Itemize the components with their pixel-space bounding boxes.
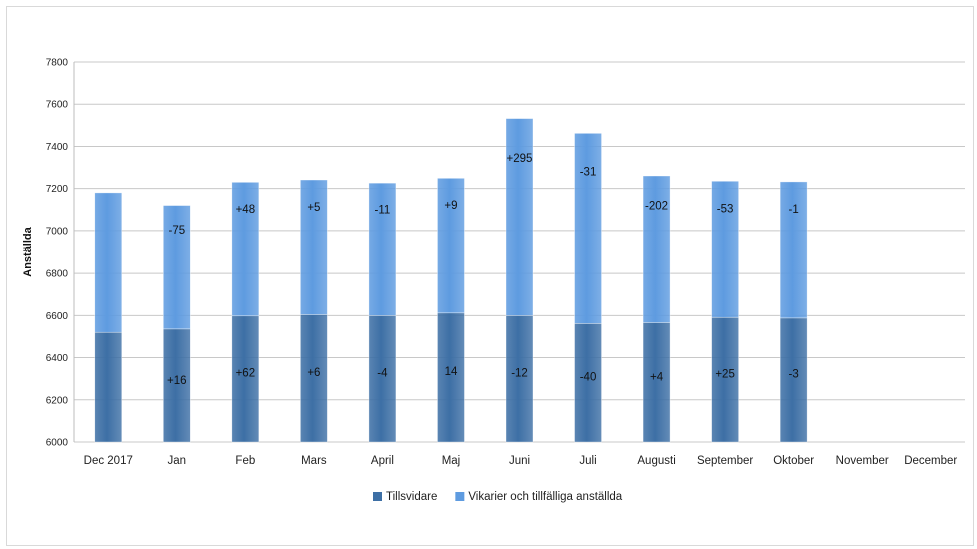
data-label: -3 <box>789 369 799 381</box>
x-category-label: Feb <box>235 455 255 467</box>
bar-tillsvidare <box>368 315 397 443</box>
data-label: +5 <box>307 202 320 214</box>
bar-vikarier <box>574 133 602 324</box>
bar-vikarier <box>163 205 191 330</box>
bar-tillsvidare <box>163 328 191 443</box>
x-category-label: December <box>904 455 957 467</box>
data-label: 14 <box>445 366 458 378</box>
y-tick-label: 7400 <box>46 142 69 153</box>
data-label: -53 <box>717 203 734 215</box>
bar-tillsvidare <box>231 315 260 443</box>
y-tick-label: 7600 <box>46 100 69 111</box>
legend-swatch <box>455 492 465 501</box>
x-category-label: Juni <box>509 455 530 467</box>
bar-tillsvidare <box>437 312 465 443</box>
legend-swatch <box>373 492 382 501</box>
bar-vikarier <box>300 179 328 315</box>
bar-vikarier <box>505 118 534 316</box>
x-category-label: November <box>836 455 889 467</box>
bar-tillsvidare <box>711 316 739 443</box>
y-axis-label: Anställda <box>22 226 34 276</box>
stacked-bar-chart: 6000 6200 6400 6600 6800 7000 7200 7400 7600 7800… <box>22 58 965 503</box>
legend: Tillsvidare Vikarier och tillfälliga anst… <box>373 491 623 503</box>
legend-label: Tillsvidare <box>386 491 437 503</box>
bar-tillsvidare <box>94 331 123 443</box>
bar-vikarier <box>642 175 671 323</box>
data-label: +25 <box>715 368 735 380</box>
x-category-label: Augusti <box>637 455 675 467</box>
data-label: +4 <box>650 371 664 383</box>
data-label: -1 <box>789 204 799 216</box>
y-tick-label: 6200 <box>46 395 69 406</box>
y-tick-label: 6000 <box>46 438 69 449</box>
data-label: +6 <box>307 367 320 379</box>
bar-vikarier <box>231 182 260 317</box>
bar-tillsvidare <box>779 317 808 443</box>
chart-frame: 6000 6200 6400 6600 6800 7000 7200 7400 7600 7800… <box>6 6 974 546</box>
bar-vikarier <box>711 180 739 318</box>
data-label: -12 <box>511 367 528 379</box>
data-label: -11 <box>375 205 391 217</box>
data-label: +62 <box>236 368 256 380</box>
y-tick-label: 6400 <box>46 353 69 364</box>
bar-vikarier <box>94 192 123 333</box>
x-category-label: Juli <box>579 455 596 467</box>
x-axis-categories: Dec 2017 Jan Feb Mars April Maj Juni Juli August… <box>84 455 958 467</box>
bar-vikarier <box>368 182 397 316</box>
data-label: +9 <box>444 200 457 212</box>
bar-tillsvidare <box>642 322 671 443</box>
bars <box>94 118 808 443</box>
data-label: -4 <box>377 367 388 379</box>
x-category-label: Jan <box>168 455 187 467</box>
data-label: -75 <box>168 225 185 237</box>
y-tick-label: 6800 <box>46 269 69 280</box>
data-label: -40 <box>580 372 597 384</box>
y-axis-ticks: 6000 6200 6400 6600 6800 7000 7200 7400 7600 7800 <box>46 58 69 449</box>
x-category-label: April <box>371 455 394 467</box>
y-tick-label: 7800 <box>46 58 69 69</box>
data-label: +295 <box>507 153 533 165</box>
legend-label: Vikarier och tillfälliga anställda <box>468 491 622 503</box>
data-label: +16 <box>167 375 187 387</box>
bar-vikarier <box>779 181 808 319</box>
bar-vikarier <box>437 178 465 314</box>
data-label: -31 <box>580 166 597 178</box>
x-category-label: Oktober <box>773 455 814 467</box>
y-tick-label: 6600 <box>46 311 69 322</box>
bar-tillsvidare <box>300 314 328 443</box>
y-tick-label: 7200 <box>46 184 69 195</box>
x-category-label: Mars <box>301 455 327 467</box>
data-label: -202 <box>645 200 668 212</box>
x-category-label: Dec 2017 <box>84 455 133 467</box>
x-category-label: September <box>697 455 753 467</box>
data-label: +48 <box>236 204 256 216</box>
x-category-label: Maj <box>442 455 461 467</box>
data-labels: +16 -75 +62 +48 +6 +5 -4 -11 14 +9 -12 +295 -40 -31 +4… <box>167 153 799 387</box>
y-tick-label: 7000 <box>46 226 69 237</box>
